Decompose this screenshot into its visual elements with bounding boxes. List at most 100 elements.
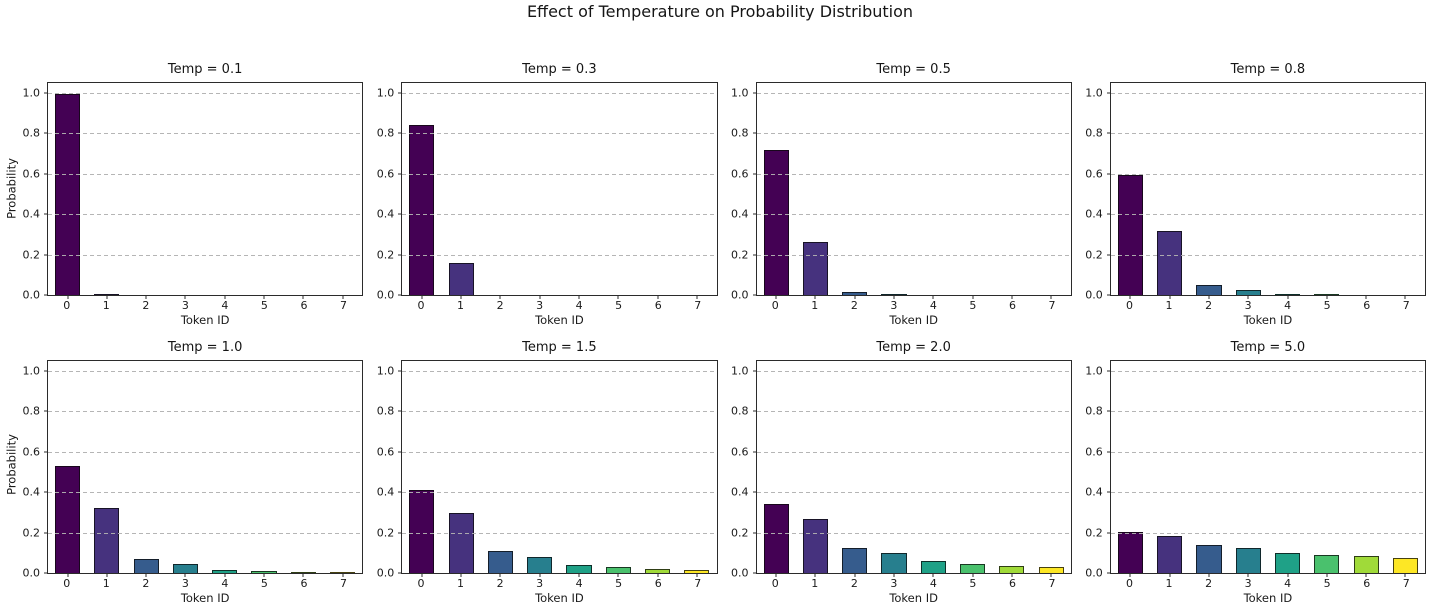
x-tick-labels: 0 1 2 3 4 5 6 7: [47, 296, 363, 313]
y-tick-mark: [752, 491, 757, 493]
y-tick-mark: [398, 132, 403, 134]
subplot-title: Temp = 0.1: [167, 62, 243, 77]
bar: [1117, 531, 1143, 573]
y-tick-mark: [1106, 572, 1111, 574]
x-tick-label: 7: [1048, 577, 1056, 590]
bar: [1274, 293, 1301, 295]
y-tick-mark: [44, 92, 48, 94]
x-tick-mark: [1365, 573, 1367, 577]
bar: [1196, 545, 1222, 573]
x-tick-label: 5: [969, 577, 977, 590]
x-tick-mark: [1169, 573, 1171, 577]
y-tick-mark: [44, 491, 48, 493]
plot-area: 0.0 0.2 0.4 0.6 0.8 1.0: [1085, 82, 1426, 302]
y-tick-mark: [1106, 532, 1111, 534]
subplot: Temp = 0.8 0.0 0.2 0.4 0.6 0.8 1.0 0 1 2 3 4 5 6 7 Toke…: [1085, 60, 1426, 328]
x-tick-mark: [1404, 573, 1406, 577]
x-tick-mark: [932, 573, 934, 577]
x-tick-mark: [617, 573, 619, 577]
y-tick-mark: [398, 491, 403, 493]
bar: [881, 553, 907, 573]
y-tick-mark: [398, 532, 403, 534]
y-tick-label: 1.0: [376, 364, 395, 378]
y-tick-mark: [398, 92, 403, 94]
y-tick-label: 0.2: [376, 526, 395, 540]
x-tick-label: 4: [221, 577, 229, 590]
subplot-grid: Temp = 0.1 0.0 0.2 0.4 0.6 0.8 1.0 0 1 2 3 4 5 6 7 Toke…: [23, 60, 1426, 606]
x-tick-mark: [854, 573, 856, 577]
x-tick-mark: [775, 573, 777, 577]
y-tick-label: 0.4: [376, 485, 395, 499]
x-tick-label: 2: [1205, 299, 1213, 312]
y-tick-mark: [1106, 92, 1111, 94]
x-tick-mark: [972, 295, 974, 299]
plot-area: 0.0 0.2 0.4 0.6 0.8 1.0: [377, 82, 718, 302]
x-tick-mark: [106, 295, 108, 299]
y-tick-mark: [44, 294, 48, 296]
bar: [448, 513, 474, 573]
bar: [802, 519, 828, 573]
x-tick-mark: [263, 573, 265, 577]
y-tick-label: 0.8: [22, 126, 41, 140]
x-tick-mark: [263, 295, 265, 299]
y-tick-mark: [398, 572, 403, 574]
y-tick-label: 0.2: [376, 248, 395, 262]
gridline: [48, 371, 363, 373]
y-tick-label: 0.4: [731, 207, 749, 221]
x-tick-label: 7: [1402, 299, 1410, 312]
x-tick-mark: [539, 295, 541, 299]
x-tick-mark: [499, 295, 501, 299]
bar: [330, 572, 356, 573]
x-tick-label: 0: [417, 299, 425, 312]
x-tick-label: 3: [890, 577, 898, 590]
y-tick-label: 0.6: [22, 167, 41, 181]
y-tick-label: 0.6: [731, 167, 749, 181]
y-tick-label: 0.0: [22, 288, 41, 302]
y-tick-label: 0.2: [731, 248, 749, 262]
y-tick-label: 0.6: [376, 445, 395, 459]
x-tick-mark: [1287, 295, 1289, 299]
subplot-title: Temp = 5.0: [1230, 340, 1306, 355]
x-tick-mark: [1247, 573, 1249, 577]
x-tick-labels: 0 1 2 3 4 5 6 7: [47, 574, 363, 591]
bar: [290, 571, 316, 573]
x-tick-mark: [893, 573, 895, 577]
x-tick-label: 4: [1284, 299, 1292, 312]
plot-area: 0.0 0.2 0.4 0.6 0.8 1.0: [731, 360, 1072, 580]
x-tick-mark: [224, 295, 226, 299]
x-tick-label: 3: [181, 299, 189, 312]
x-tick-label: 4: [929, 577, 937, 590]
x-tick-label: 2: [496, 299, 504, 312]
subplot: Temp = 2.0 0.0 0.2 0.4 0.6 0.8 1.0 0 1 2 3 4 5 6 7 Toke…: [731, 338, 1072, 606]
y-tick-label: 0.4: [22, 207, 41, 221]
x-tick-label: 6: [654, 577, 662, 590]
x-tick-label: 1: [102, 577, 110, 590]
y-tick-mark: [1106, 451, 1111, 453]
x-tick-label: 5: [260, 299, 268, 312]
y-tick-label: 0.4: [1085, 207, 1103, 221]
x-tick-label: 1: [811, 299, 819, 312]
subplot-title: Temp = 2.0: [876, 340, 951, 355]
y-tick-mark: [44, 532, 48, 534]
bar: [1157, 230, 1183, 295]
y-tick-mark: [752, 370, 757, 372]
x-tick-mark: [696, 295, 698, 299]
gridline: [756, 371, 1071, 373]
x-tick-label: 6: [1008, 299, 1016, 312]
x-tick-label: 4: [221, 299, 229, 312]
x-tick-labels: 0 1 2 3 4 5 6 7: [756, 574, 1072, 591]
y-tick-mark: [398, 451, 403, 453]
x-tick-label: 5: [969, 299, 977, 312]
y-tick-mark: [398, 294, 403, 296]
gridline: [48, 532, 363, 534]
y-tick-label: 1.0: [22, 86, 41, 100]
y-tick-label: 1.0: [731, 86, 749, 100]
bar: [133, 558, 159, 573]
gridline: [756, 214, 1071, 216]
x-tick-label: 7: [694, 577, 702, 590]
gridline: [402, 93, 717, 95]
x-tick-mark: [145, 295, 147, 299]
x-tick-mark: [1129, 295, 1131, 299]
gridline: [1110, 371, 1425, 373]
x-tick-labels: 0 1 2 3 4 5 6 7: [401, 296, 717, 313]
